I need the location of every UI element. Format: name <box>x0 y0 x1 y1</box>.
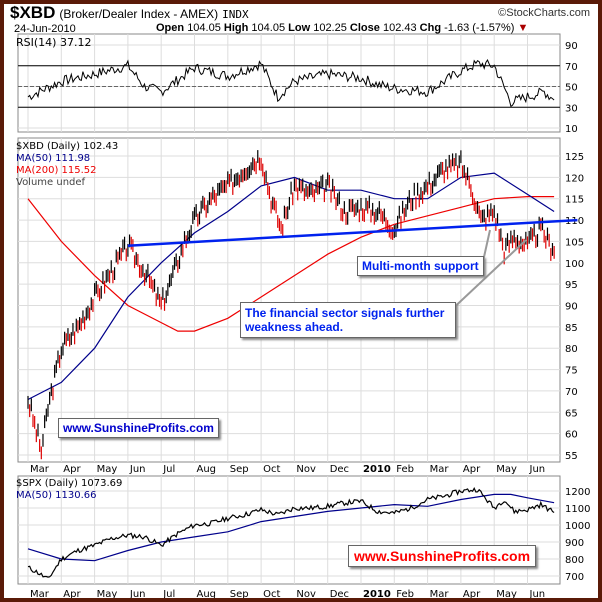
ma50-line <box>27 172 555 401</box>
panel-frame <box>17 137 561 463</box>
x-tick-label: May <box>97 589 118 600</box>
y-tick-label: 100 <box>565 259 584 270</box>
chart-canvas: 90 70 50 30 10 125 120 115 110 105 100 95 90 85 80 75 70… <box>17 33 590 600</box>
y-tick-label: 60 <box>565 430 578 441</box>
x-tick-label: Apr <box>463 589 481 600</box>
symbol: $XBD <box>10 3 56 22</box>
y-tick-label: 800 <box>565 555 584 566</box>
volume-legend: Volume undef <box>16 177 86 188</box>
x-tick-label: Feb <box>396 589 414 600</box>
x-tick-label: Mar <box>30 589 50 600</box>
panel-frame <box>17 33 561 133</box>
watermark-main: www.SunshineProfits.com <box>58 418 219 438</box>
x-tick-label: 2010 <box>363 464 391 475</box>
y-tick-label: 50 <box>565 83 578 94</box>
x-tick-label: Mar <box>30 464 50 475</box>
y-tick-label: 105 <box>565 237 584 248</box>
x-tick-label: Jul <box>162 589 175 600</box>
y-tick-label: 90 <box>565 41 578 52</box>
down-arrow-icon: ▼ <box>517 22 529 34</box>
x-tick-label: Mar <box>430 589 450 600</box>
support-annotation: Multi-month support <box>357 256 484 276</box>
y-tick-label: 700 <box>565 572 584 583</box>
y-tick-label: 30 <box>565 103 578 114</box>
x-tick-label: Jun <box>129 464 146 475</box>
y-tick-label: 65 <box>565 408 578 419</box>
y-tick-label: 125 <box>565 152 584 163</box>
panel-frame <box>17 475 561 585</box>
x-tick-label: Aug <box>197 589 217 600</box>
index-name: (Broker/Dealer Index - AMEX) <box>59 7 219 21</box>
x-tick-label: May <box>496 589 517 600</box>
rsi-legend: RSI(14) 37.12 <box>16 36 92 49</box>
ma50-legend: MA(50) 111.98 <box>16 153 91 164</box>
x-tick-label: Aug <box>197 464 217 475</box>
x-tick-label: Oct <box>263 464 280 475</box>
watermark-spx: www.SunshineProfits.com <box>348 545 537 567</box>
support-line <box>127 218 578 247</box>
x-tick-label: Jun <box>529 464 546 475</box>
y-tick-label: 70 <box>565 387 578 398</box>
source: ©StockCharts.com <box>498 7 590 19</box>
x-tick-label: Oct <box>263 589 280 600</box>
x-tick-label: Nov <box>296 589 316 600</box>
y-tick-label: 120 <box>565 173 584 184</box>
x-tick-label: Feb <box>396 464 414 475</box>
spx-ma50-legend: MA(50) 1130.66 <box>16 490 97 501</box>
date: 24-Jun-2010 <box>14 23 76 35</box>
y-tick-label: 70 <box>565 62 578 73</box>
x-tick-label: Jun <box>129 589 146 600</box>
weakness-arrow <box>446 239 527 315</box>
y-tick-label: 55 <box>565 451 578 462</box>
y-tick-label: 1200 <box>565 487 590 498</box>
x-tick-label: Sep <box>230 464 249 475</box>
x-tick-label: Dec <box>330 464 349 475</box>
spx-legend: $SPX (Daily) 1073.69 <box>16 478 123 489</box>
rsi-line <box>27 59 555 108</box>
x-tick-label: Dec <box>330 589 349 600</box>
x-tick-label: Jun <box>529 589 546 600</box>
x-tick-label: Nov <box>296 464 316 475</box>
exchange: INDX <box>222 8 249 21</box>
spx-line <box>27 486 555 578</box>
ma200-line <box>27 196 555 332</box>
x-tick-label: Jul <box>162 464 175 475</box>
x-tick-label: Apr <box>463 464 481 475</box>
y-tick-label: 95 <box>565 280 578 291</box>
ma200-legend: MA(200) 115.52 <box>16 165 97 176</box>
y-tick-label: 115 <box>565 195 584 206</box>
spx-ma50-line <box>27 493 555 562</box>
y-tick-label: 1000 <box>565 521 590 532</box>
y-tick-label: 90 <box>565 302 578 313</box>
weakness-annotation: The financial sector signals further wea… <box>240 302 456 338</box>
ohlc-bar: Open 104.05 High 104.05 Low 102.25 Close… <box>156 22 529 34</box>
x-tick-label: Apr <box>63 589 81 600</box>
x-tick-label: Apr <box>63 464 81 475</box>
y-tick-label: 80 <box>565 344 578 355</box>
y-tick-label: 10 <box>565 124 578 135</box>
x-tick-label: Mar <box>430 464 450 475</box>
y-tick-label: 75 <box>565 366 578 377</box>
x-tick-label: Sep <box>230 589 249 600</box>
x-tick-label: May <box>496 464 517 475</box>
x-tick-label: 2010 <box>363 589 391 600</box>
x-tick-label: May <box>97 464 118 475</box>
y-tick-label: 85 <box>565 323 578 334</box>
xbd-legend: $XBD (Daily) 102.43 <box>16 141 119 152</box>
y-tick-label: 1100 <box>565 504 590 515</box>
y-tick-label: 900 <box>565 538 584 549</box>
title-row: $XBD (Broker/Dealer Index - AMEX) INDX <box>10 4 249 23</box>
y-tick-label: 110 <box>565 216 584 227</box>
